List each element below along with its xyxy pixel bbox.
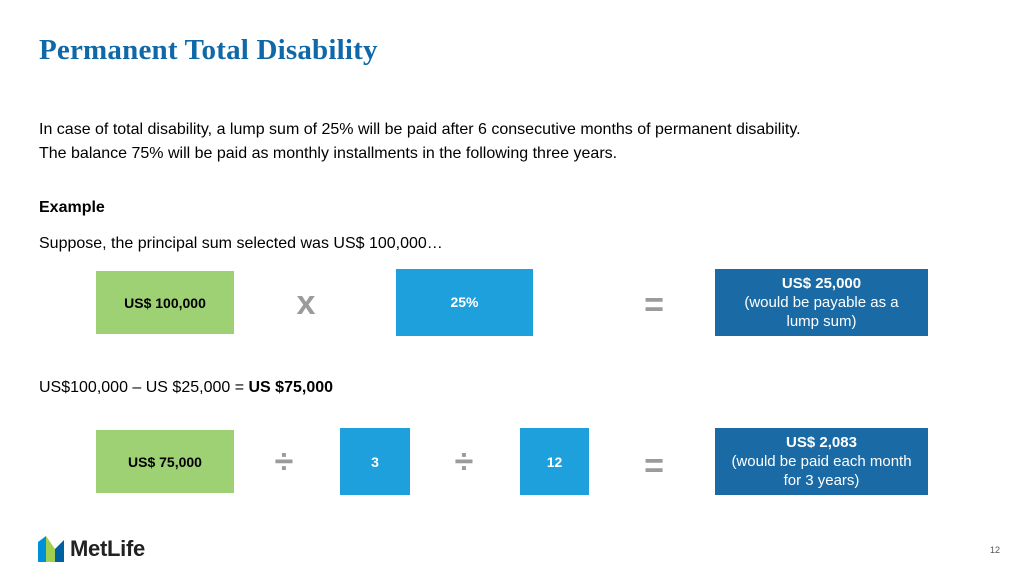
years-value: 3 [371, 453, 379, 470]
example-heading: Example [39, 199, 105, 216]
intro-line-2: The balance 75% will be paid as monthly … [39, 145, 618, 162]
balance-calculation: US$100,000 – US $25,000 = US $75,000 [39, 379, 333, 397]
divide-operator-2: ÷ [454, 443, 474, 481]
calculation-result: US $75,000 [248, 379, 334, 396]
metlife-logo: MetLife [38, 536, 145, 562]
metlife-logo-icon [38, 536, 64, 562]
intro-line-1: In case of total disability, a lump sum … [39, 121, 801, 138]
balance-box: US$ 75,000 [96, 430, 234, 493]
monthly-value: US$ 2,083 [786, 434, 857, 451]
logo-text: MetLife [70, 536, 145, 561]
percent-value: 25% [450, 294, 479, 310]
equals-operator-2: = [644, 447, 664, 485]
months-box: 12 [520, 428, 589, 495]
principal-box: US$ 100,000 [96, 271, 234, 334]
slide-title: Permanent Total Disability [39, 34, 378, 66]
intro-paragraph: In case of total disability, a lump sum … [39, 118, 999, 166]
lump-sum-note-line-2: lump sum) [786, 313, 857, 330]
percent-box: 25% [396, 269, 533, 336]
suppose-text: Suppose, the principal sum selected was … [39, 235, 443, 252]
lump-sum-value: US$ 25,000 [781, 275, 862, 292]
lump-sum-note-line-1: (would be payable as a [744, 294, 899, 311]
page-number: 12 [989, 545, 1000, 555]
monthly-note-line-2: for 3 years) [783, 472, 860, 489]
calculation-text: US$100,000 – US $25,000 = [39, 379, 249, 396]
years-box: 3 [340, 428, 410, 495]
multiply-operator: x [296, 284, 316, 322]
balance-value: US$ 75,000 [128, 453, 202, 470]
principal-value: US$ 100,000 [124, 294, 206, 311]
lump-sum-result-box: US$ 25,000 (would be payable as a lump s… [715, 269, 928, 336]
months-value: 12 [546, 453, 563, 470]
monthly-note-line-1: (would be paid each month [731, 453, 912, 470]
monthly-result-box: US$ 2,083 (would be paid each month for … [715, 428, 928, 495]
equals-operator-1: = [644, 286, 664, 324]
divide-operator-1: ÷ [274, 443, 294, 481]
